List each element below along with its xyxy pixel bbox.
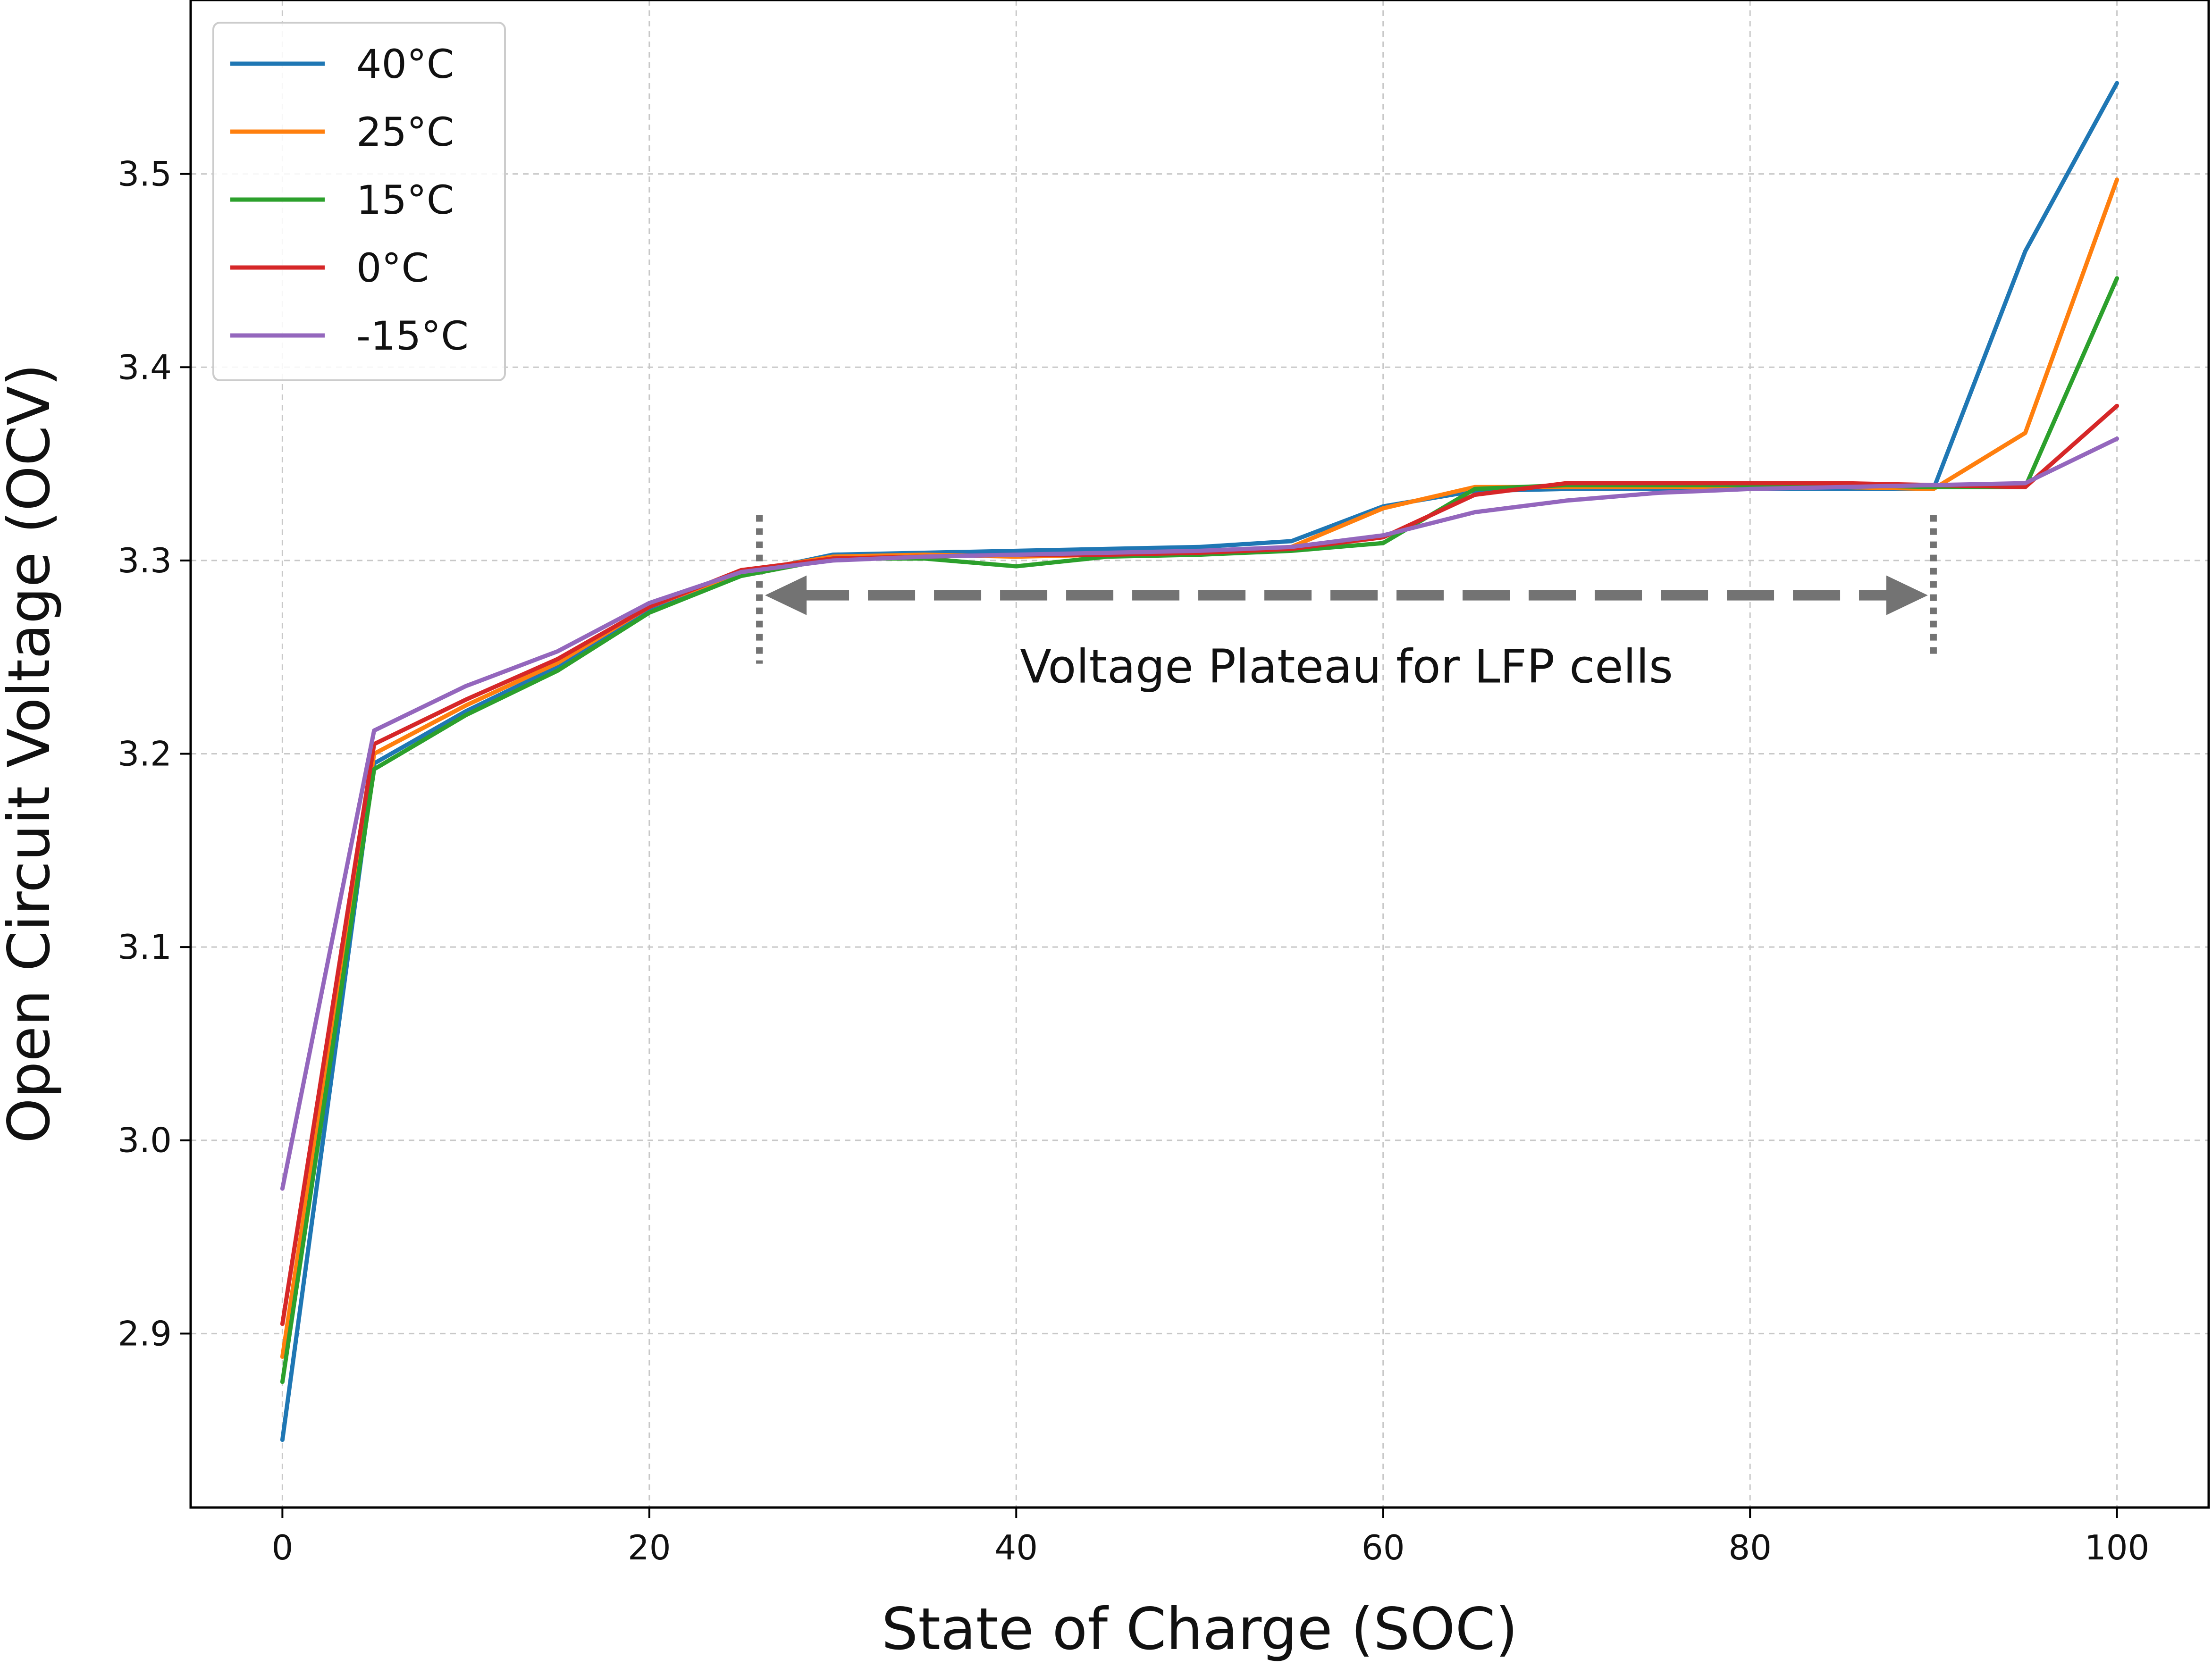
legend-label: 25°C [356,109,454,155]
legend-box [212,22,506,381]
series-line-0°C [280,403,2119,1326]
series-line-15°C [280,276,2119,1384]
x-tick-label: 20 [628,1528,671,1567]
x-tick-label: 60 [1362,1528,1405,1567]
y-tick-label: 3.0 [118,1121,172,1160]
legend-label: -15°C [356,313,469,359]
legend-label: 0°C [356,245,429,291]
plateau-annotation: Voltage Plateau for LFP cells [756,515,1937,694]
series-lines [280,81,2119,1442]
axis-ticks: 0 20 40 60 80 100 2.9 3.0 3.1 3.2 3.3 3.4 3.5 [118,154,2149,1567]
x-tick-label: 0 [271,1528,293,1567]
legend-label: 40°C [356,41,454,87]
series-line-25°C [280,177,2119,1359]
plateau-arrowhead-left [765,575,807,615]
series-line-40°C [280,81,2119,1442]
legend-label: 15°C [356,177,454,223]
series-line--15°C [280,436,2119,1191]
legend: 40°C 25°C 15°C 0°C -15°C [212,22,506,381]
x-tick-label: 80 [1728,1528,1772,1567]
plateau-arrowhead-right [1886,575,1928,615]
y-tick-label: 2.9 [118,1314,172,1353]
x-axis-label: State of Charge (SOC) [882,1596,1518,1663]
y-tick-label: 3.1 [118,927,172,967]
grid-lines [191,0,2209,1508]
y-axis-label: Open Circuit Voltage (OCV) [0,364,63,1143]
y-tick-label: 3.2 [118,734,172,774]
x-tick-label: 100 [2085,1528,2149,1567]
plateau-label: Voltage Plateau for LFP cells [1020,640,1673,694]
y-tick-label: 3.4 [118,347,172,387]
y-tick-label: 3.3 [118,541,172,580]
x-tick-label: 40 [994,1528,1038,1567]
y-tick-label: 3.5 [118,154,172,194]
